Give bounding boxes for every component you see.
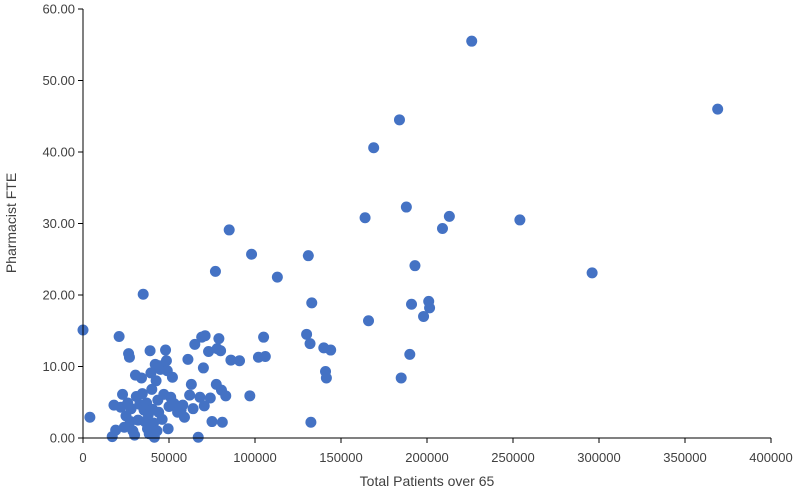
data-point bbox=[223, 224, 235, 236]
data-point bbox=[199, 330, 211, 342]
data-point bbox=[162, 423, 174, 435]
x-tick-label: 50000 bbox=[151, 450, 187, 465]
data-point bbox=[168, 398, 180, 410]
y-tick-label: 30.00 bbox=[42, 216, 75, 231]
x-tick-label: 200000 bbox=[405, 450, 448, 465]
data-point bbox=[225, 354, 237, 366]
data-point bbox=[194, 391, 206, 403]
data-point bbox=[206, 416, 218, 428]
data-point bbox=[304, 338, 316, 350]
data-point bbox=[466, 35, 478, 47]
data-point bbox=[156, 413, 168, 425]
data-point bbox=[586, 267, 598, 279]
x-axis-title: Total Patients over 65 bbox=[360, 473, 495, 489]
data-point bbox=[404, 348, 416, 360]
x-tick-label: 400000 bbox=[749, 450, 792, 465]
x-tick-label: 0 bbox=[79, 450, 86, 465]
data-point bbox=[325, 344, 337, 356]
x-tick-label: 150000 bbox=[319, 450, 362, 465]
y-tick-label: 0.00 bbox=[50, 431, 75, 446]
y-tick-label: 40.00 bbox=[42, 145, 75, 160]
data-point bbox=[166, 371, 178, 383]
data-point bbox=[305, 416, 317, 428]
y-axis-ticks: 0.00 10.00 20.00 30.00 40.00 50.00 60.00 bbox=[42, 2, 83, 446]
data-point bbox=[234, 355, 246, 367]
data-point bbox=[400, 201, 412, 213]
data-point bbox=[712, 103, 724, 115]
data-point bbox=[151, 425, 163, 437]
y-tick-label: 20.00 bbox=[42, 288, 75, 303]
x-tick-label: 300000 bbox=[577, 450, 620, 465]
data-point bbox=[204, 392, 216, 404]
data-point bbox=[302, 250, 314, 262]
data-point bbox=[443, 210, 455, 222]
x-axis-ticks: 0 50000 100000 150000 200000 250000 300000 3500… bbox=[79, 438, 793, 465]
data-point bbox=[258, 331, 270, 343]
data-point bbox=[144, 345, 156, 357]
data-point bbox=[220, 390, 232, 402]
data-point bbox=[110, 424, 122, 436]
data-points bbox=[77, 35, 724, 443]
data-point bbox=[359, 212, 371, 224]
data-point bbox=[135, 372, 147, 384]
x-tick-label: 100000 bbox=[233, 450, 276, 465]
data-point bbox=[244, 390, 256, 402]
data-point bbox=[125, 403, 137, 415]
data-point bbox=[198, 400, 210, 412]
data-point bbox=[160, 344, 172, 356]
data-point bbox=[368, 142, 380, 154]
data-point bbox=[184, 389, 196, 401]
data-point bbox=[146, 383, 158, 395]
data-point bbox=[246, 248, 258, 260]
data-point bbox=[393, 114, 405, 126]
data-point bbox=[259, 350, 271, 362]
data-point bbox=[514, 214, 526, 226]
data-point bbox=[213, 333, 225, 345]
data-point bbox=[216, 416, 228, 428]
data-point bbox=[182, 353, 194, 365]
y-tick-label: 50.00 bbox=[42, 73, 75, 88]
data-point bbox=[395, 372, 407, 384]
data-point bbox=[406, 298, 418, 310]
data-point bbox=[271, 271, 283, 283]
data-point bbox=[197, 362, 209, 374]
data-point bbox=[192, 431, 204, 443]
data-point bbox=[409, 260, 421, 272]
data-point bbox=[187, 403, 199, 415]
data-point bbox=[209, 265, 221, 277]
data-point bbox=[306, 297, 318, 309]
data-point bbox=[160, 355, 172, 367]
y-tick-label: 60.00 bbox=[42, 2, 75, 17]
y-axis-title: Pharmacist FTE bbox=[3, 173, 19, 273]
data-point bbox=[123, 351, 135, 363]
x-tick-label: 350000 bbox=[663, 450, 706, 465]
x-tick-label: 250000 bbox=[491, 450, 534, 465]
data-point bbox=[150, 375, 162, 387]
data-point bbox=[418, 310, 430, 322]
data-point bbox=[215, 345, 227, 357]
data-point bbox=[189, 338, 201, 350]
data-point bbox=[84, 411, 96, 423]
data-point bbox=[301, 328, 313, 340]
data-point bbox=[129, 429, 141, 441]
data-point bbox=[136, 388, 148, 400]
data-point bbox=[145, 367, 157, 379]
data-point bbox=[113, 330, 125, 342]
data-point bbox=[178, 411, 190, 423]
data-point bbox=[177, 399, 189, 411]
data-point bbox=[117, 388, 129, 400]
data-point bbox=[424, 302, 436, 314]
data-point bbox=[320, 372, 332, 384]
data-point bbox=[185, 378, 197, 390]
data-point bbox=[363, 315, 375, 327]
data-point bbox=[436, 223, 448, 235]
data-point bbox=[203, 345, 215, 357]
data-point bbox=[137, 288, 149, 300]
y-tick-label: 10.00 bbox=[42, 359, 75, 374]
